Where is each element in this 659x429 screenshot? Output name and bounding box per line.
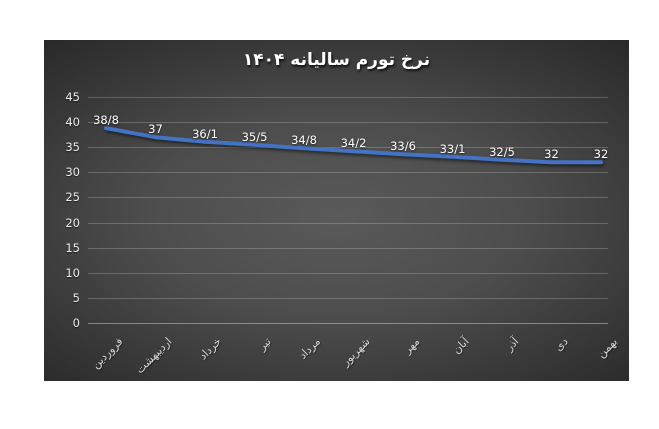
data-label: 32: [593, 147, 609, 162]
y-axis-tick-label: 10: [65, 265, 80, 280]
data-label: 32: [544, 147, 559, 162]
y-axis-tick-label: 5: [72, 290, 80, 305]
data-label: 36/1: [192, 126, 218, 141]
y-axis-tick-label: 30: [65, 165, 80, 180]
data-label: 35/5: [241, 129, 268, 144]
gridline: [88, 197, 608, 199]
data-label: 33/1: [439, 141, 466, 156]
inflation-series-line: [104, 126, 603, 165]
gridline: [88, 247, 608, 249]
x-axis-line: [88, 323, 608, 324]
gridline: [88, 222, 608, 224]
gridline: [88, 97, 608, 98]
y-axis-tick-label: 25: [65, 190, 80, 205]
y-axis-tick-label: 0: [72, 316, 80, 330]
data-label: 34/2: [340, 136, 367, 151]
gridline: [88, 297, 608, 299]
data-label: 38/8: [93, 113, 119, 128]
data-label: 32/5: [489, 144, 515, 159]
y-axis-tick-label: 20: [65, 215, 80, 230]
gridline: [88, 272, 608, 274]
data-label: 33/6: [390, 139, 416, 154]
y-axis-tick-label: 15: [65, 240, 80, 255]
y-axis-tick-label: 35: [65, 140, 80, 155]
chart-title: نرخ تورم سالیانه ۱۴۰۴: [242, 50, 431, 70]
data-label: 37: [148, 122, 163, 137]
data-label: 34/8: [291, 133, 317, 148]
inflation-line-chart: نرخ تورم سالیانه ۱۴۰۴ 0 5 10 15 20 25 30 35 40 45…: [44, 40, 629, 381]
gridline: [88, 147, 608, 149]
gridline: [88, 172, 608, 174]
y-axis-tick-label: 45: [65, 90, 80, 104]
gridline: [88, 122, 608, 124]
y-axis-tick-label: 40: [65, 115, 80, 130]
